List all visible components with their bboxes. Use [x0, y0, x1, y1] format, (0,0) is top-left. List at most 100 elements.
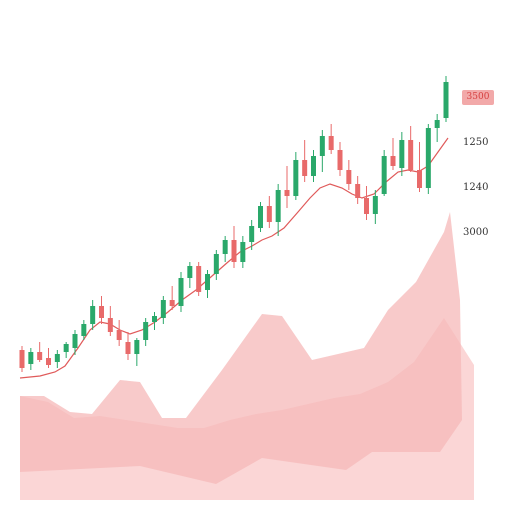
candle: [63, 342, 69, 358]
candle: [337, 142, 343, 176]
candle-body: [417, 170, 422, 188]
candle: [178, 272, 184, 312]
y-axis-label-2: 1240: [463, 182, 489, 193]
candle: [240, 236, 246, 268]
candle: [160, 296, 166, 324]
candle-body: [125, 342, 131, 354]
candle-body: [54, 354, 60, 362]
candle-body: [205, 274, 210, 290]
candle: [37, 342, 43, 362]
candle: [169, 286, 175, 310]
candle-body: [249, 226, 255, 242]
candle: [205, 270, 210, 298]
y-axis-label-1: 1250: [463, 137, 489, 148]
candle-body: [72, 334, 78, 348]
candle: [381, 150, 387, 196]
candle-body: [443, 82, 449, 118]
candle: [364, 186, 369, 220]
candle: [293, 152, 299, 200]
candle: [275, 184, 281, 236]
candle-body: [213, 254, 219, 274]
candle: [390, 138, 396, 170]
candle-body: [169, 300, 175, 306]
candle: [319, 130, 325, 172]
candle-body: [311, 156, 316, 176]
candle: [116, 320, 122, 346]
candle-body: [187, 266, 193, 278]
candle-body: [372, 196, 378, 214]
candle: [81, 320, 87, 340]
candle-body: [28, 352, 34, 364]
candle-body: [319, 136, 325, 156]
candle-body: [63, 344, 69, 352]
area-layer: [20, 212, 474, 500]
candle-body: [328, 136, 334, 150]
candle-body: [19, 350, 25, 368]
candle-body: [408, 140, 414, 170]
candle: [302, 140, 308, 182]
candle: [107, 306, 113, 336]
candle-body: [399, 140, 405, 168]
candle-body: [434, 120, 440, 128]
candle: [213, 250, 219, 280]
y-axis-label-3: 3000: [463, 227, 489, 238]
candle: [72, 330, 78, 355]
candle: [328, 124, 334, 154]
candle: [417, 142, 422, 192]
candle: [222, 236, 228, 262]
candle: [152, 312, 157, 330]
candle: [311, 150, 316, 182]
candle: [266, 196, 272, 228]
candle: [346, 160, 352, 190]
candle-body: [46, 358, 51, 365]
candle: [46, 348, 51, 368]
candle-body: [302, 160, 308, 176]
candle: [231, 226, 237, 268]
candle: [99, 296, 104, 324]
candle: [408, 126, 414, 172]
candle-body: [116, 330, 122, 340]
candle-body: [37, 352, 43, 360]
candle: [372, 190, 378, 224]
candle-body: [99, 306, 104, 318]
candle: [134, 338, 140, 366]
candle-body: [160, 300, 166, 318]
candle: [443, 76, 449, 122]
candle-body: [231, 240, 237, 262]
candle: [19, 346, 25, 372]
candle-body: [337, 150, 343, 170]
candle-body: [240, 242, 246, 262]
candle-body: [284, 190, 290, 196]
candle-body: [258, 206, 263, 228]
candle: [284, 166, 290, 208]
candle-body: [266, 206, 272, 222]
candle-body: [390, 156, 396, 166]
candle: [258, 202, 263, 232]
candle-body: [364, 198, 369, 214]
candle: [54, 350, 60, 368]
candle-body: [293, 160, 299, 196]
candle: [28, 348, 34, 370]
candle-body: [134, 340, 140, 354]
candle-body: [346, 170, 352, 184]
candle: [249, 220, 255, 250]
candle-body: [81, 324, 87, 336]
candle: [143, 318, 149, 346]
candle-body: [355, 184, 361, 198]
candle-body: [196, 266, 202, 292]
candle: [399, 132, 405, 176]
candle: [425, 124, 431, 194]
candle: [434, 114, 440, 142]
candle-body: [90, 306, 96, 324]
candle-body: [178, 278, 184, 306]
candle-body: [381, 156, 387, 194]
candle-body: [222, 240, 228, 254]
last-price-badge: 3500: [462, 90, 494, 105]
candles-layer: [19, 76, 449, 372]
candle-body: [152, 316, 157, 322]
candle: [187, 262, 193, 288]
candle-body: [143, 322, 149, 340]
candle: [196, 262, 202, 296]
area-front: [20, 212, 462, 484]
